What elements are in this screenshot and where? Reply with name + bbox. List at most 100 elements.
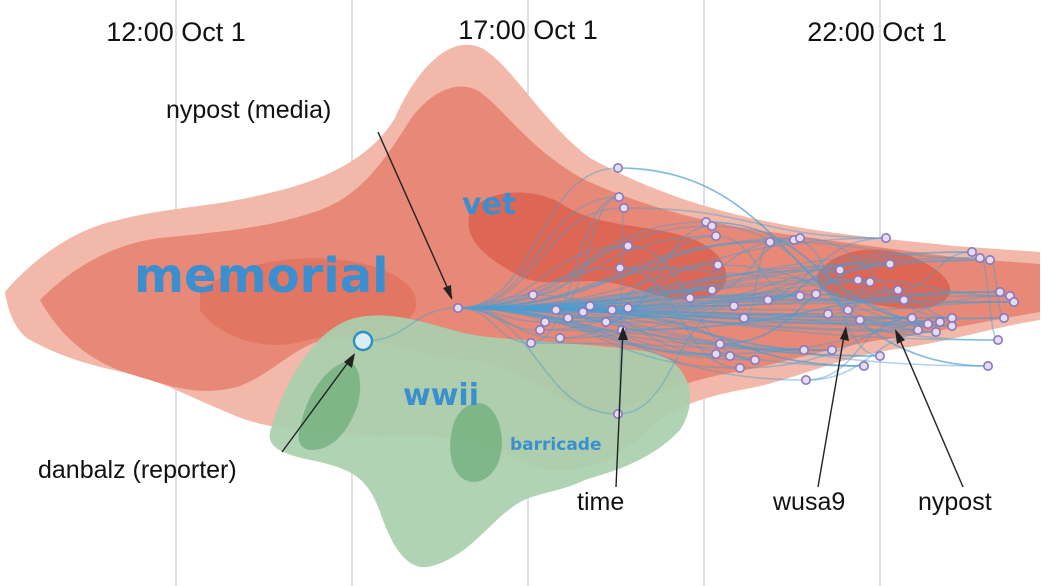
flow-line: [859, 317, 913, 321]
flow-line: [457, 307, 953, 327]
flow-line: [621, 291, 1001, 331]
retweet-node: [946, 320, 957, 331]
retweet-node: [622, 302, 633, 313]
flow-line: [457, 307, 861, 321]
annotation-label-wusa9: wusa9: [772, 488, 845, 516]
flow-line: [619, 267, 741, 369]
flow-line: [589, 235, 717, 307]
retweet-node: [452, 302, 463, 313]
flow-line: [457, 299, 905, 309]
flow-line: [711, 225, 919, 331]
retweet-node: [618, 203, 629, 214]
flow-line: [457, 307, 805, 351]
source-node: [352, 330, 374, 352]
flow-line: [457, 307, 865, 367]
retweet-node: [710, 231, 721, 242]
flow-line: [767, 269, 841, 301]
retweet-node: [577, 306, 588, 317]
annotation-label-nypost-media: nypost (media): [166, 96, 331, 124]
retweet-node: [794, 290, 805, 301]
flow-line: [457, 307, 745, 319]
time-label: 12:00 Oct 1: [106, 17, 246, 47]
flow-line: [457, 307, 756, 361]
annotation-arrowhead: [344, 353, 355, 368]
retweet-node: [998, 312, 1009, 323]
flow-line: [457, 307, 941, 323]
flow-line: [457, 307, 717, 355]
flow-line: [457, 307, 607, 323]
flow-line: [457, 237, 801, 309]
flow-line: [847, 301, 1015, 311]
flow-line: [457, 251, 973, 309]
retweet-node: [550, 304, 561, 315]
flow-line: [711, 239, 795, 291]
retweet-node: [858, 360, 869, 371]
retweet-node: [992, 334, 1003, 345]
annotation-arrow: [615, 329, 624, 488]
flow-line: [739, 295, 1011, 369]
flow-line: [532, 294, 731, 357]
topic-label-vet: vet: [462, 187, 516, 222]
retweet-node: [974, 253, 985, 264]
flow-line: [457, 307, 569, 319]
flow-line: [362, 307, 459, 342]
retweet-node: [798, 344, 809, 355]
flow-line: [582, 311, 865, 367]
flow-line: [457, 307, 561, 339]
flow-line: [805, 317, 913, 381]
retweet-node: [822, 308, 833, 319]
retweet-node: [600, 316, 611, 327]
retweet-node: [614, 262, 625, 273]
flow-line: [457, 307, 807, 381]
flow-line: [544, 259, 991, 323]
flow-line: [857, 279, 1011, 297]
flow-line: [457, 307, 721, 345]
flow-line: [567, 313, 829, 319]
annotation-label-nypost: nypost: [918, 488, 992, 516]
flow-line: [457, 257, 981, 309]
topic-label-memorial: memorial: [134, 248, 389, 304]
flow-line: [457, 305, 735, 309]
annotation-label-danbalz: danbalz (reporter): [38, 456, 237, 484]
flow-line: [457, 297, 691, 309]
retweet-node: [684, 292, 695, 303]
retweet-node: [834, 264, 845, 275]
retweet-nodes: [452, 163, 1019, 419]
flow-line: [719, 263, 891, 345]
flow-line: [457, 263, 891, 309]
retweet-node: [864, 276, 875, 287]
flow-line: [457, 225, 713, 309]
annotation-arrowhead: [443, 285, 452, 300]
retweet-node: [714, 338, 725, 349]
flow-line: [457, 196, 620, 309]
annotation-arrow: [281, 356, 353, 453]
flow-line: [605, 321, 929, 325]
flow-line: [457, 307, 849, 311]
flow-line: [457, 279, 859, 309]
retweet-node: [946, 312, 957, 323]
flow-line: [457, 269, 841, 309]
retweet-node: [906, 312, 917, 323]
flow-line: [530, 196, 620, 344]
flow-line: [457, 294, 534, 309]
retweet-node: [606, 304, 617, 315]
flow-line: [457, 307, 619, 415]
flow-line: [799, 237, 953, 319]
green-stream-core-right: [450, 403, 503, 482]
retweet-node: [810, 288, 821, 299]
flow-line: [617, 167, 989, 367]
time-label: 22:00 Oct 1: [807, 17, 947, 47]
flow-line: [767, 269, 841, 301]
annotation-arrow: [377, 131, 453, 299]
flow-line: [859, 319, 937, 333]
flow-line: [717, 264, 953, 327]
flow-line: [715, 235, 801, 297]
flow-line: [457, 307, 541, 331]
retweet-node: [994, 286, 1005, 297]
flow-line: [457, 299, 769, 309]
retweet-node: [800, 374, 811, 385]
flow-line: [903, 299, 953, 319]
topic-labels: memorial vet wwii barricade: [134, 187, 601, 455]
flow-line: [689, 281, 871, 299]
